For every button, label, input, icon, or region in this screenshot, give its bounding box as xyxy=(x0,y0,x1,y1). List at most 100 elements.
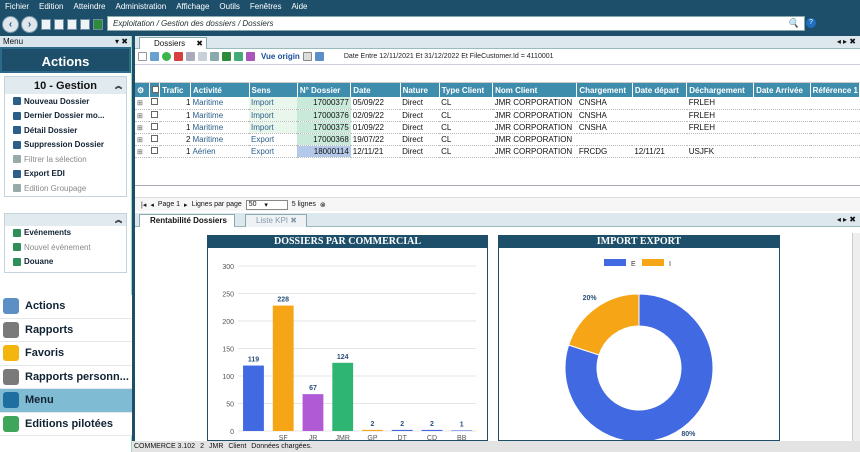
table-row[interactable]: ⊞ 2 Maritime Export 17000368 19/07/22 Direct CL… xyxy=(135,133,860,146)
delete-icon[interactable] xyxy=(174,52,183,61)
save-icon[interactable] xyxy=(186,52,195,61)
event-item[interactable]: Nouvel événement xyxy=(5,240,126,255)
bar[interactable] xyxy=(362,429,383,431)
expand-icon[interactable]: ⊞ xyxy=(135,145,150,158)
tile-icon[interactable] xyxy=(80,19,90,30)
nav-button[interactable]: Rapports personn... xyxy=(0,365,132,389)
row-checkbox[interactable] xyxy=(149,145,160,158)
row-checkbox[interactable] xyxy=(149,133,160,146)
back-arrow-icon[interactable]: ‹ xyxy=(2,16,19,33)
action-item[interactable]: Export EDI xyxy=(5,167,126,182)
menu-4[interactable]: Affichage xyxy=(176,2,210,11)
event-item[interactable]: Douane xyxy=(5,255,126,270)
refresh-icon[interactable]: ⊗ xyxy=(319,201,326,209)
table-row[interactable]: ⊞ 1 Maritime Import 17000375 01/09/22 Direct CL… xyxy=(135,121,860,134)
column-header[interactable]: Nom Client xyxy=(492,83,578,97)
help-icon[interactable]: ? xyxy=(806,18,816,28)
grid-icon[interactable] xyxy=(210,52,219,61)
table-row[interactable]: ⊞ 1 Maritime Import 17000377 05/09/22 Direct CL… xyxy=(135,97,860,110)
event-item[interactable]: Evénements xyxy=(5,226,126,241)
up-icon[interactable] xyxy=(41,19,51,30)
menu-2[interactable]: Atteindre xyxy=(73,2,106,11)
action-item[interactable]: Filtrer la sélection xyxy=(5,152,126,167)
column-header[interactable]: ⚙ xyxy=(135,83,150,97)
column-header[interactable] xyxy=(149,83,161,97)
column-header[interactable]: N° Dossier xyxy=(297,83,352,97)
grid-hscroll[interactable] xyxy=(135,185,860,197)
bar[interactable] xyxy=(332,362,354,431)
copy-icon[interactable] xyxy=(198,52,207,61)
check-icon[interactable] xyxy=(162,52,171,61)
donut-slice[interactable] xyxy=(567,293,640,356)
view-origin-dropdown[interactable]: Vue origin xyxy=(261,52,300,61)
action-item[interactable]: Suppression Dossier xyxy=(5,138,126,153)
window-icon[interactable] xyxy=(67,19,77,30)
menu-1[interactable]: Edition xyxy=(39,2,64,11)
export-icon[interactable] xyxy=(222,52,231,61)
expand-icon[interactable]: ⊞ xyxy=(135,133,150,146)
collapse-icon[interactable]: ︽ xyxy=(115,216,122,224)
splitter[interactable] xyxy=(132,36,135,441)
view-icon[interactable] xyxy=(246,52,255,61)
nav-button[interactable]: Actions xyxy=(0,295,132,319)
column-header[interactable]: Chargement xyxy=(576,83,633,97)
bar[interactable] xyxy=(302,394,324,431)
bar[interactable] xyxy=(421,429,443,431)
bar[interactable] xyxy=(243,365,264,431)
row-checkbox[interactable] xyxy=(149,97,160,110)
add-icon[interactable] xyxy=(138,52,147,61)
column-header[interactable]: Référence 1 xyxy=(810,83,860,97)
column-header[interactable]: Date xyxy=(350,83,401,97)
close-icon[interactable]: ✖ xyxy=(196,39,203,48)
pin-close-icons[interactable]: ▾ ✖ xyxy=(115,37,128,46)
chart-icon[interactable] xyxy=(150,52,159,61)
bar[interactable] xyxy=(451,430,473,431)
row-checkbox[interactable] xyxy=(149,109,160,122)
menu-5[interactable]: Outils xyxy=(219,2,240,11)
section-evenements-header[interactable]: ︽ xyxy=(5,213,126,226)
expand-icon[interactable]: ⊞ xyxy=(135,97,150,110)
nav-button[interactable]: Menu xyxy=(0,389,132,413)
row-checkbox[interactable] xyxy=(149,121,160,134)
column-header[interactable]: Nature xyxy=(400,83,440,97)
filter-icon[interactable] xyxy=(314,52,324,61)
menu-0[interactable]: Fichier xyxy=(5,2,30,11)
menu-7[interactable]: Aide xyxy=(291,2,308,11)
list-icon[interactable] xyxy=(54,19,64,30)
nav-button[interactable]: Editions pilotées xyxy=(0,412,132,436)
tab-liste-kpi[interactable]: Liste KPI ✖ xyxy=(245,214,307,227)
section-gestion-header[interactable]: 10 - Gestion ︽ xyxy=(5,77,126,94)
action-item[interactable]: Nouveau Dossier xyxy=(5,94,126,109)
bar[interactable] xyxy=(391,429,413,431)
donut-slice[interactable] xyxy=(564,293,714,443)
nav-button[interactable]: Favoris xyxy=(0,342,132,366)
column-header[interactable]: Trafic xyxy=(159,83,191,97)
dropdown-icon[interactable] xyxy=(302,52,312,61)
column-header[interactable]: Activité xyxy=(190,83,250,97)
expand-icon[interactable]: ⊞ xyxy=(135,109,150,122)
menu-6[interactable]: Fenêtres xyxy=(249,2,282,11)
action-item[interactable]: Dernier Dossier mo... xyxy=(5,109,126,124)
nav-button[interactable]: Rapports xyxy=(0,318,132,342)
collapse-icon[interactable]: ︽ xyxy=(115,82,122,90)
panel-vscroll[interactable] xyxy=(852,233,860,441)
forward-arrow-icon[interactable]: › xyxy=(21,16,38,33)
menu-3[interactable]: Administration xyxy=(115,2,167,11)
tab-arrows-icon[interactable]: ◂ ▸ ✖ xyxy=(836,37,856,46)
breadcrumb-path[interactable]: Exploitation / Gestion des dossiers / Do… xyxy=(107,16,805,31)
tab-dossiers[interactable]: Dossiers ✖ xyxy=(139,37,207,49)
table-row[interactable]: ⊞ 1 Maritime Import 17000376 02/09/22 Direct CL… xyxy=(135,109,860,122)
prev-page-icon[interactable]: ◂ xyxy=(150,201,154,209)
column-header[interactable]: Type Client xyxy=(439,83,494,97)
action-item[interactable]: Edition Groupage xyxy=(5,181,126,196)
search-icon[interactable]: 🔍 xyxy=(787,18,799,28)
table-icon[interactable] xyxy=(234,52,243,61)
bar[interactable] xyxy=(272,305,294,431)
excel-icon[interactable] xyxy=(93,19,103,30)
lines-per-page-select[interactable]: 50 ▾ xyxy=(245,199,288,210)
next-page-icon[interactable]: ▸ xyxy=(184,201,188,209)
action-item[interactable]: Détail Dossier xyxy=(5,123,126,138)
expand-icon[interactable]: ⊞ xyxy=(135,121,150,134)
column-header[interactable]: Date départ xyxy=(632,83,688,97)
tab-rentabilite[interactable]: Rentabilité Dossiers xyxy=(139,214,235,227)
